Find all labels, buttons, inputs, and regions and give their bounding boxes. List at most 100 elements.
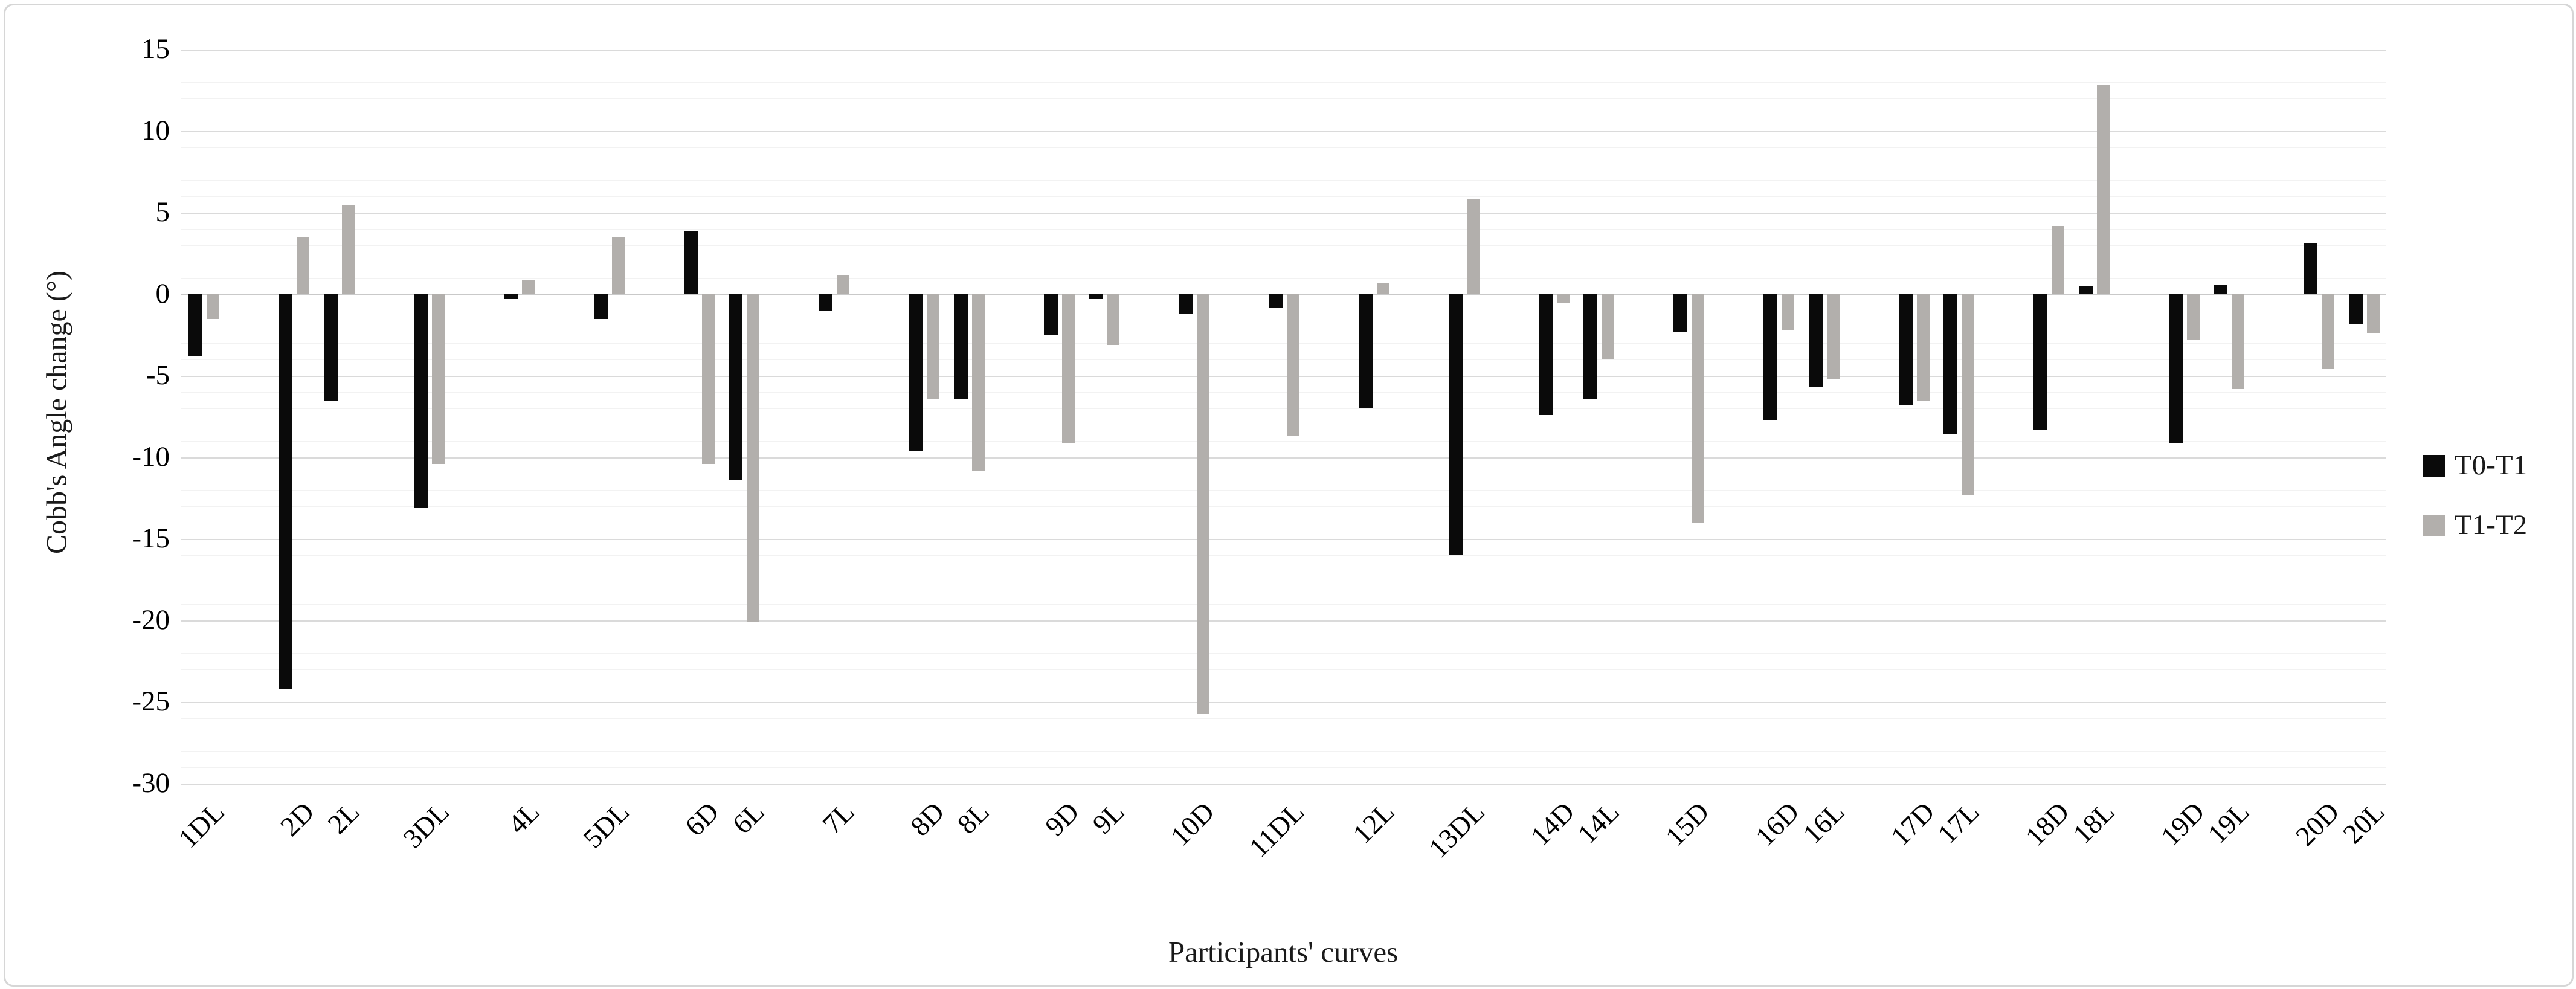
zero-gridline xyxy=(181,294,2386,295)
major-gridline xyxy=(181,702,2386,703)
y-tick-label: -10 xyxy=(132,441,170,472)
bar-t1t2-14d xyxy=(1556,294,1570,303)
chart-figure: 15 10 5 0 -5 -10 -15 -20 -25 -30 1DL 2D 2L 3DL 4L 5DL 6D… xyxy=(4,4,2574,987)
bar-t0t1-14d xyxy=(1538,294,1553,415)
bar-t1t2-15d xyxy=(1692,294,1705,523)
major-gridline xyxy=(181,784,2386,785)
bar-t0t1-17l xyxy=(1943,294,1958,435)
x-tick-label: 2D xyxy=(274,796,320,842)
y-tick-label: 10 xyxy=(141,115,170,146)
bar-t1t2-2l xyxy=(341,204,355,294)
x-tick-label: 18D xyxy=(2019,796,2075,852)
bar-t0t1-16l xyxy=(1808,294,1823,387)
bar-t0t1-14l xyxy=(1583,294,1598,399)
y-tick-label: -20 xyxy=(132,604,170,636)
bar-t0t1-19d xyxy=(2168,294,2183,443)
x-tick-label: 6L xyxy=(726,796,770,840)
y-tick-label: -25 xyxy=(132,686,170,717)
x-tick-label: 2L xyxy=(321,796,365,840)
bar-t0t1-18d xyxy=(2033,294,2048,430)
major-gridline xyxy=(181,539,2386,540)
x-tick-label: 6D xyxy=(679,796,726,842)
bar-t0t1-11dl xyxy=(1269,294,1283,308)
minor-gridline xyxy=(181,751,2386,752)
legend-item-t0t1: T0-T1 xyxy=(2423,451,2527,480)
bar-t1t2-19d xyxy=(2186,294,2200,340)
plot-area: 15 10 5 0 -5 -10 -15 -20 -25 -30 1DL 2D 2L 3DL 4L 5DL 6D… xyxy=(5,5,2572,985)
minor-gridline xyxy=(181,82,2386,83)
major-gridline xyxy=(181,213,2386,214)
bar-t0t1-8l xyxy=(953,294,968,399)
x-tick-label: 20D xyxy=(2289,796,2345,852)
minor-gridline xyxy=(181,441,2386,442)
minor-gridline xyxy=(181,359,2386,360)
minor-gridline xyxy=(181,718,2386,719)
bar-t1t2-20d xyxy=(2322,294,2335,370)
y-tick-label: -30 xyxy=(132,767,170,799)
bar-t0t1-3dl xyxy=(413,294,428,508)
x-tick-label: 15D xyxy=(1659,796,1716,852)
bar-t1t2-13dl xyxy=(1466,199,1480,294)
x-tick-label: 19D xyxy=(2154,796,2211,852)
minor-gridline xyxy=(181,343,2386,344)
bar-t0t1-12l xyxy=(1358,294,1373,408)
x-tick-label: 18L xyxy=(2067,796,2120,850)
minor-gridline xyxy=(181,408,2386,409)
legend-swatch-icon xyxy=(2423,454,2445,477)
bar-t0t1-7l xyxy=(819,294,833,311)
bar-t1t2-14l xyxy=(1602,294,1615,359)
bar-t0t1-1dl xyxy=(188,294,203,356)
bar-t0t1-10d xyxy=(1179,294,1193,314)
bar-t1t2-12l xyxy=(1376,283,1389,294)
y-tick-label: 0 xyxy=(155,278,170,309)
x-tick-label: 19L xyxy=(2201,796,2255,850)
x-tick-label: 7L xyxy=(816,796,860,840)
bar-t1t2-17d xyxy=(1916,294,1930,401)
bar-t1t2-6l xyxy=(747,294,760,622)
minor-gridline xyxy=(181,392,2386,393)
bar-t1t2-3dl xyxy=(431,294,445,464)
legend-label: T1-T2 xyxy=(2455,509,2528,541)
minor-gridline xyxy=(181,767,2386,768)
bar-t1t2-6d xyxy=(701,294,715,464)
major-gridline xyxy=(181,131,2386,132)
bar-t1t2-4l xyxy=(521,279,535,294)
bar-t1t2-16l xyxy=(1826,294,1840,379)
minor-gridline xyxy=(181,278,2386,279)
bar-t1t2-5dl xyxy=(611,237,625,294)
bar-t0t1-15d xyxy=(1673,294,1688,332)
y-tick-label: -5 xyxy=(146,359,170,391)
minor-gridline xyxy=(181,196,2386,197)
legend: T0-T1 T1-T2 xyxy=(2423,451,2527,540)
x-tick-label: 4L xyxy=(501,796,546,840)
x-tick-label: 5DL xyxy=(577,796,636,854)
bar-t0t1-6l xyxy=(729,294,743,480)
y-axis-title: Cobb's Angle change (°) xyxy=(40,270,73,555)
major-gridline xyxy=(181,620,2386,622)
bar-t0t1-2d xyxy=(279,294,293,689)
x-tick-label: 3DL xyxy=(397,796,456,854)
x-tick-label: 20L xyxy=(2336,796,2391,850)
bar-t0t1-17d xyxy=(1898,294,1913,405)
x-tick-label: 14D xyxy=(1524,796,1580,852)
bar-t0t1-8d xyxy=(909,294,923,451)
bar-t0t1-13dl xyxy=(1448,294,1463,555)
bar-t0t1-9d xyxy=(1043,294,1058,335)
x-tick-label: 16L xyxy=(1797,796,1850,850)
x-tick-label: 9L xyxy=(1086,796,1130,840)
bar-t1t2-17l xyxy=(1962,294,1975,495)
bar-t1t2-8l xyxy=(971,294,985,471)
legend-swatch-icon xyxy=(2423,514,2445,536)
bar-t1t2-9d xyxy=(1061,294,1075,443)
bar-t0t1-6d xyxy=(683,230,698,294)
bar-t1t2-10d xyxy=(1197,294,1210,714)
x-tick-label: 10D xyxy=(1164,796,1220,852)
bar-t1t2-7l xyxy=(837,274,850,294)
bar-t1t2-18l xyxy=(2096,85,2110,294)
x-tick-label: 17L xyxy=(1931,796,1986,850)
minor-gridline xyxy=(181,506,2386,507)
bar-t0t1-19l xyxy=(2214,284,2228,294)
bar-t0t1-18l xyxy=(2078,286,2093,294)
y-tick-label: -15 xyxy=(132,523,170,554)
bar-t1t2-19l xyxy=(2232,294,2245,389)
